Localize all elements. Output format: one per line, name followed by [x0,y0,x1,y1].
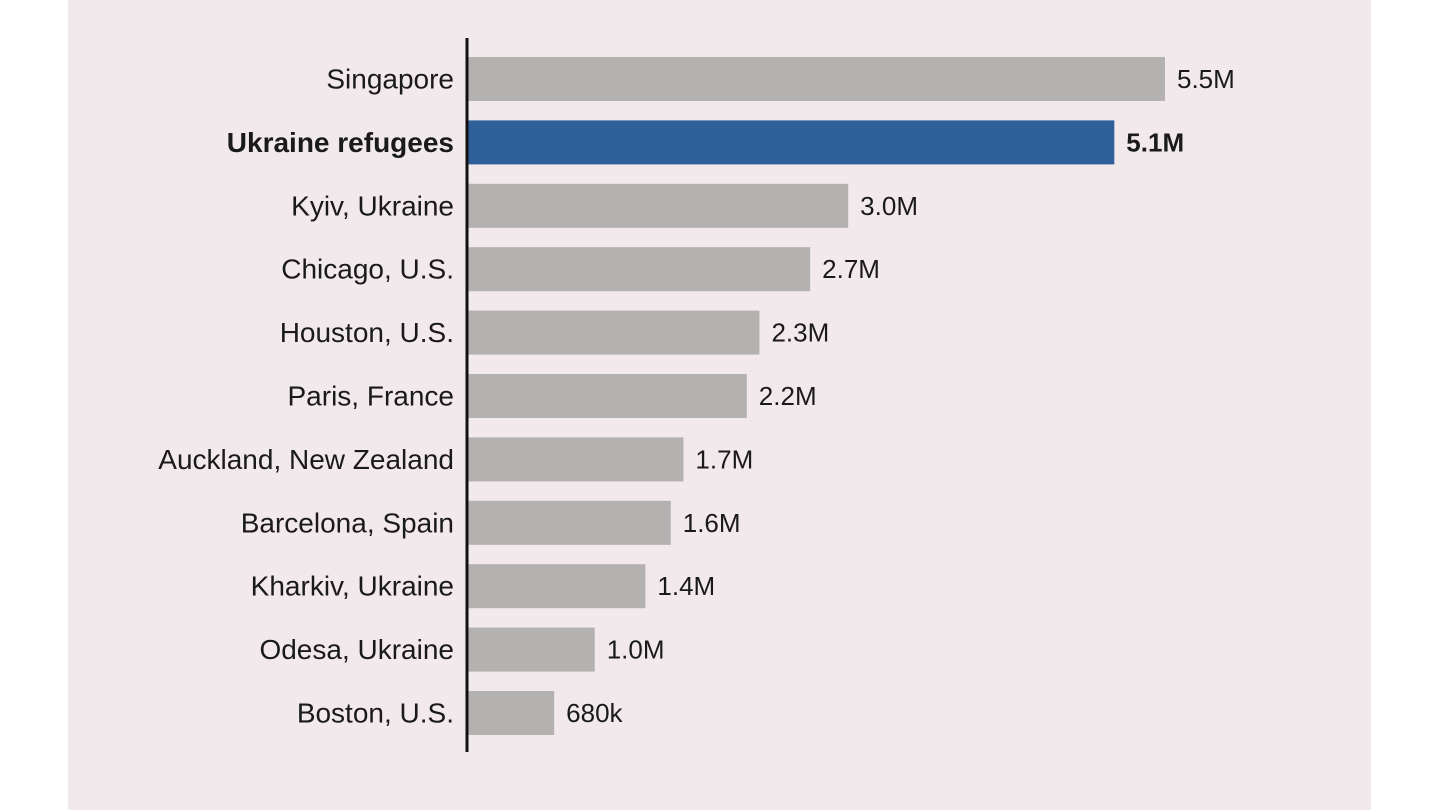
category-label: Boston, U.S. [297,698,454,729]
category-label: Houston, U.S. [280,317,454,348]
bar [468,57,1165,101]
bar [468,691,555,735]
bar [468,437,684,482]
value-label: 5.1M [1126,127,1184,157]
value-label: 1.6M [683,508,741,538]
category-label: Chicago, U.S. [281,254,454,285]
bar [468,564,646,609]
value-label: 2.2M [759,381,817,411]
bar [468,183,849,228]
value-label: 2.3M [771,318,829,348]
value-label: 680k [566,698,623,728]
category-label: Singapore [326,64,454,95]
bar [468,120,1115,165]
category-label: Kharkiv, Ukraine [251,571,454,602]
bar [468,247,811,292]
value-labels-group: 5.5M 5.1M 3.0M 2.7M 2.3M 2.2M 1.7M 1.6M 1.4M 1.0M… [566,64,1235,728]
bar [468,500,671,545]
category-label: Kyiv, Ukraine [291,190,454,221]
category-label: Auckland, New Zealand [158,444,454,475]
bar [468,310,760,355]
value-label: 5.5M [1177,64,1235,94]
category-label: Odesa, Ukraine [259,634,454,665]
category-labels-group: Singapore Ukraine refugees Kyiv, Ukraine Ch… [158,64,454,729]
category-label: Paris, France [288,381,455,412]
value-label: 1.0M [607,635,665,665]
bars-group [468,57,1165,735]
value-label: 1.4M [657,571,715,601]
value-label: 2.7M [822,254,880,284]
category-label: Barcelona, Spain [241,507,454,538]
bar [468,374,747,418]
value-label: 1.7M [695,444,753,474]
category-label: Ukraine refugees [227,127,454,158]
bar [468,627,595,672]
value-label: 3.0M [860,191,918,221]
